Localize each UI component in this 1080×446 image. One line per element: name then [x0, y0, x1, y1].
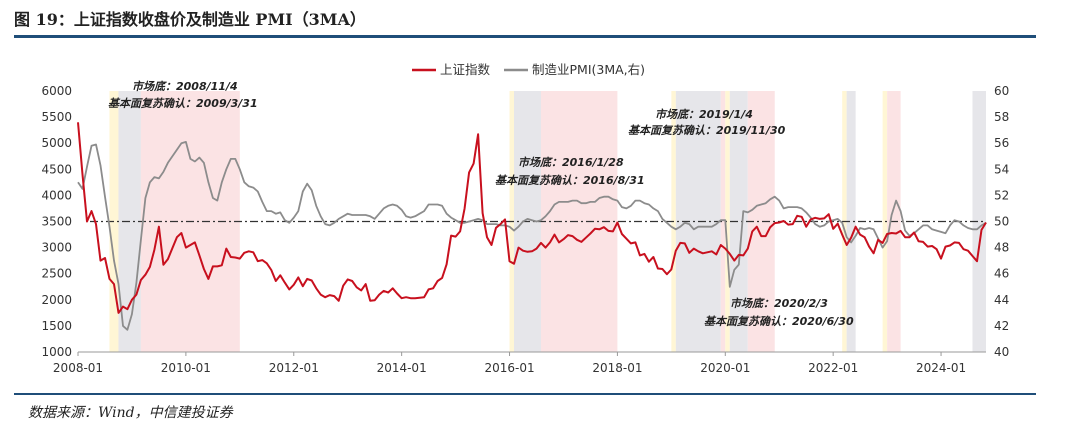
annotation-text: 基本面复苏确认：2020/6/30 — [704, 315, 854, 328]
y-left-tick-label: 4500 — [41, 162, 72, 176]
annotation-text: 市场底：2019/1/4 — [655, 108, 753, 121]
annotation-text: 基本面复苏确认：2009/3/31 — [108, 97, 258, 110]
annotation-text: 市场底：2020/2/3 — [730, 297, 828, 310]
axes: 1000 1500 2000 2500 3000 3500 4000 4500 5000 5500… — [41, 84, 1009, 375]
series-line-pmi — [77, 141, 987, 331]
phase-band-gray — [972, 91, 986, 352]
x-tick-label: 2014-01 — [377, 361, 427, 375]
legend: 上证指数 制造业PMI(3MA,右) — [412, 62, 645, 77]
y-left-tick-label: 2500 — [41, 267, 72, 281]
y-right-tick-label: 52 — [994, 188, 1009, 202]
y-right-tick-label: 54 — [994, 162, 1009, 176]
phase-band-gray — [729, 91, 748, 352]
y-left-tick-label: 3500 — [41, 215, 72, 229]
x-tick-label: 2012-01 — [269, 361, 319, 375]
y-left-tick-label: 1000 — [41, 345, 72, 359]
annotation-text: 市场底：2008/11/4 — [132, 80, 238, 93]
phase-band-pink — [720, 91, 726, 352]
y-right-tick-label: 58 — [994, 110, 1009, 124]
y-left-tick-label: 3000 — [41, 241, 72, 255]
figure-title: 图 19：上证指数收盘价及制造业 PMI（3MA） — [14, 10, 366, 29]
x-tick-label: 2018-01 — [592, 361, 642, 375]
y-right-tick-label: 44 — [994, 293, 1009, 307]
annotation-text: 基本面复苏确认：2016/8/31 — [495, 174, 645, 187]
x-tick-label: 2008-01 — [53, 361, 103, 375]
x-tick-label: 2022-01 — [808, 361, 858, 375]
legend-label-pmi: 制造业PMI(3MA,右) — [532, 62, 645, 77]
series-lines — [77, 122, 987, 331]
source-rule — [14, 393, 1036, 395]
phase-band-yellow — [725, 91, 730, 352]
series-line-sh-index — [77, 122, 987, 314]
y-right-tick-label: 48 — [994, 241, 1009, 255]
y-right-tick-label: 56 — [994, 136, 1009, 150]
annotations: 市场底：2008/11/4 基本面复苏确认：2009/3/31 市场底：2016/1… — [108, 80, 854, 328]
y-left-tick-label: 5500 — [41, 110, 72, 124]
y-left-tick-label: 4000 — [41, 188, 72, 202]
y-left-tick-label: 6000 — [41, 84, 72, 98]
annotation-text: 市场底：2016/1/28 — [518, 156, 624, 169]
x-tick-label: 2016-01 — [484, 361, 534, 375]
y-right-tick-label: 42 — [994, 319, 1009, 333]
y-left-tick-label: 2000 — [41, 293, 72, 307]
source-note: 数据来源：Wind，中信建投证券 — [28, 405, 233, 421]
phase-band-gray — [846, 91, 856, 352]
x-tick-label: 2024-01 — [916, 361, 966, 375]
legend-label-sh-index: 上证指数 — [440, 62, 491, 77]
y-right-tick-label: 46 — [994, 267, 1009, 281]
annotation-text: 基本面复苏确认：2019/11/30 — [628, 124, 786, 137]
title-rule — [14, 35, 1036, 38]
x-tick-label: 2020-01 — [700, 361, 750, 375]
y-right-tick-label: 40 — [994, 345, 1009, 359]
x-tick-label: 2010-01 — [161, 361, 211, 375]
phase-band-yellow — [882, 91, 888, 352]
y-left-tick-label: 1500 — [41, 319, 72, 333]
y-right-tick-label: 60 — [994, 84, 1009, 98]
y-right-tick-label: 50 — [994, 215, 1009, 229]
y-left-tick-label: 5000 — [41, 136, 72, 150]
